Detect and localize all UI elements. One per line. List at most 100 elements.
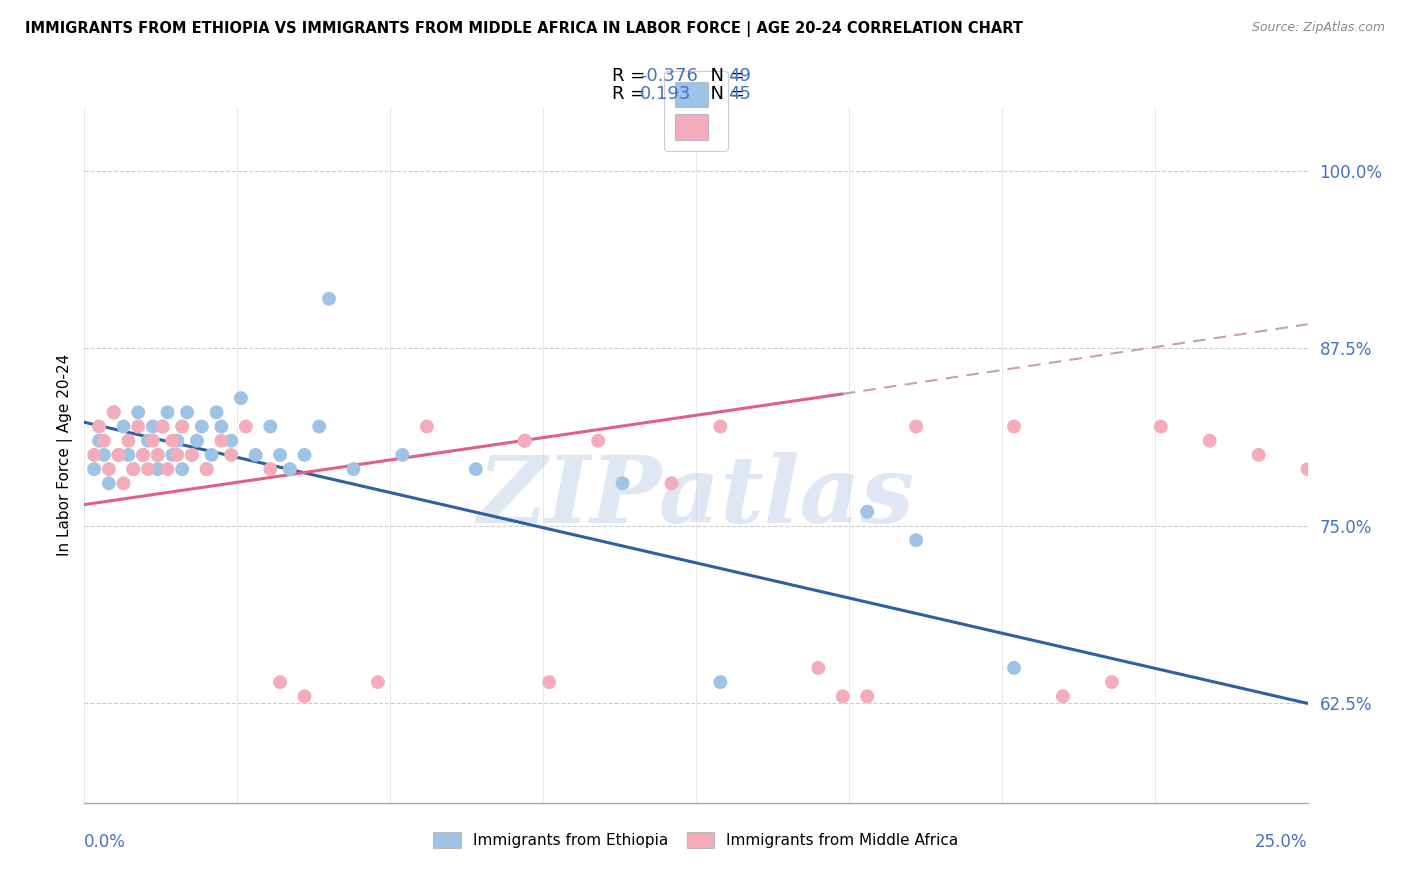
Point — [229, 391, 252, 405]
Point — [191, 419, 214, 434]
Text: Source: ZipAtlas.com: Source: ZipAtlas.com — [1251, 21, 1385, 34]
Point — [132, 448, 155, 462]
Point — [103, 405, 125, 419]
Point — [709, 675, 731, 690]
Point — [1002, 419, 1025, 434]
Point — [87, 434, 110, 448]
Point — [107, 448, 129, 462]
Point — [146, 462, 169, 476]
Point — [166, 448, 188, 462]
Point — [172, 462, 194, 476]
Point — [1052, 690, 1074, 704]
Text: R =: R = — [612, 85, 651, 103]
Point — [181, 448, 204, 462]
Point — [195, 462, 218, 476]
Point — [661, 476, 683, 491]
Point — [709, 419, 731, 434]
Point — [127, 405, 149, 419]
Point — [538, 675, 561, 690]
Text: 0.0%: 0.0% — [84, 833, 127, 851]
Point — [905, 533, 928, 548]
Point — [905, 419, 928, 434]
Point — [176, 405, 198, 419]
Point — [166, 434, 188, 448]
Point — [513, 434, 536, 448]
Point — [586, 434, 609, 448]
Point — [209, 434, 232, 448]
Point — [156, 405, 179, 419]
Point — [195, 462, 218, 476]
Point — [152, 419, 174, 434]
Point — [83, 448, 105, 462]
Point — [367, 675, 389, 690]
Point — [308, 419, 330, 434]
Legend: Immigrants from Ethiopia, Immigrants from Middle Africa: Immigrants from Ethiopia, Immigrants fro… — [427, 826, 965, 855]
Point — [205, 405, 228, 419]
Point — [127, 419, 149, 434]
Point — [172, 419, 194, 434]
Text: IMMIGRANTS FROM ETHIOPIA VS IMMIGRANTS FROM MIDDLE AFRICA IN LABOR FORCE | AGE 2: IMMIGRANTS FROM ETHIOPIA VS IMMIGRANTS F… — [25, 21, 1024, 37]
Point — [209, 419, 232, 434]
Point — [162, 448, 184, 462]
Text: 0.193: 0.193 — [640, 85, 692, 103]
Text: 49: 49 — [728, 67, 751, 85]
Point — [278, 462, 301, 476]
Point — [181, 448, 204, 462]
Point — [1198, 874, 1220, 888]
Point — [294, 448, 316, 462]
Point — [117, 434, 139, 448]
Point — [1150, 419, 1173, 434]
Point — [1002, 661, 1025, 675]
Point — [146, 448, 169, 462]
Point — [464, 462, 486, 476]
Point — [1296, 462, 1319, 476]
Point — [1247, 448, 1270, 462]
Point — [97, 476, 120, 491]
Point — [103, 405, 125, 419]
Point — [162, 434, 184, 448]
Point — [259, 419, 281, 434]
Point — [156, 462, 179, 476]
Point — [146, 448, 169, 462]
Point — [152, 419, 174, 434]
Point — [122, 462, 145, 476]
Point — [142, 419, 165, 434]
Point — [235, 419, 257, 434]
Point — [136, 434, 159, 448]
Point — [142, 434, 165, 448]
Point — [391, 448, 413, 462]
Y-axis label: In Labor Force | Age 20-24: In Labor Force | Age 20-24 — [58, 354, 73, 556]
Point — [122, 462, 145, 476]
Point — [807, 661, 830, 675]
Point — [112, 476, 135, 491]
Point — [269, 448, 291, 462]
Point — [93, 434, 115, 448]
Point — [245, 448, 267, 462]
Point — [513, 434, 536, 448]
Point — [831, 690, 853, 704]
Point — [132, 448, 155, 462]
Point — [172, 419, 194, 434]
Point — [200, 448, 222, 462]
Point — [1101, 675, 1123, 690]
Point — [93, 448, 115, 462]
Text: N =: N = — [699, 67, 751, 85]
Point — [219, 434, 242, 448]
Point — [612, 476, 634, 491]
Point — [136, 462, 159, 476]
Point — [294, 690, 316, 704]
Point — [97, 462, 120, 476]
Point — [219, 448, 242, 462]
Point — [83, 462, 105, 476]
Point — [269, 675, 291, 690]
Text: 45: 45 — [728, 85, 751, 103]
Text: -0.376: -0.376 — [640, 67, 697, 85]
Point — [112, 419, 135, 434]
Point — [856, 690, 879, 704]
Point — [186, 434, 208, 448]
Point — [107, 448, 129, 462]
Point — [416, 419, 439, 434]
Text: ZIPatlas: ZIPatlas — [478, 451, 914, 541]
Point — [318, 292, 340, 306]
Text: 25.0%: 25.0% — [1256, 833, 1308, 851]
